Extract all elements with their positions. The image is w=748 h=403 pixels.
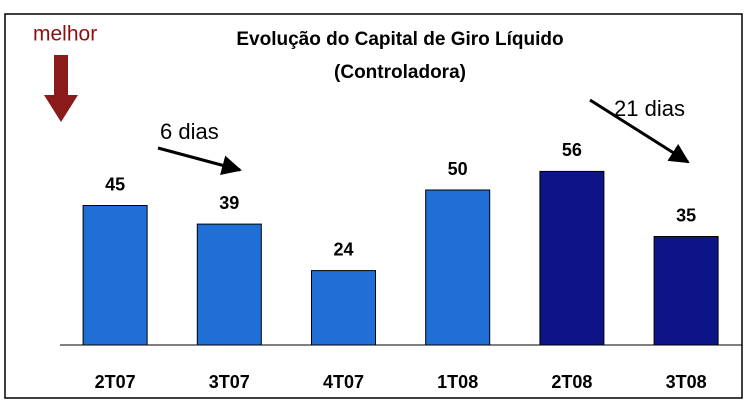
value-label: 45 (105, 174, 125, 194)
chart-title: Evolução do Capital de Giro Líquido (236, 29, 563, 50)
annotation: 6 dias (160, 119, 219, 144)
x-tick-label: 4T07 (323, 372, 364, 392)
trend-arrow (589, 98, 690, 164)
x-tick-label: 2T08 (551, 372, 592, 392)
value-label: 35 (676, 205, 696, 225)
bar (311, 270, 376, 346)
bar (539, 170, 605, 346)
frame (4, 13, 743, 399)
bar (82, 205, 148, 346)
value-label: 24 (333, 239, 353, 259)
value-label: 56 (562, 140, 582, 160)
value-label: 50 (448, 159, 468, 179)
chart-subtitle: (Controladora) (334, 62, 466, 83)
bar (425, 189, 491, 346)
annotation: melhor (33, 23, 97, 46)
bar (653, 236, 719, 346)
trend-arrow (157, 146, 242, 175)
annotation: 21 dias (614, 96, 685, 121)
down-arrow (44, 55, 78, 122)
bar (196, 223, 262, 346)
value-label: 39 (219, 193, 239, 213)
x-tick-label: 3T08 (666, 372, 707, 392)
x-tick-label: 1T08 (437, 372, 478, 392)
x-tick-label: 2T07 (95, 372, 136, 392)
x-tick-label: 3T07 (209, 372, 250, 392)
